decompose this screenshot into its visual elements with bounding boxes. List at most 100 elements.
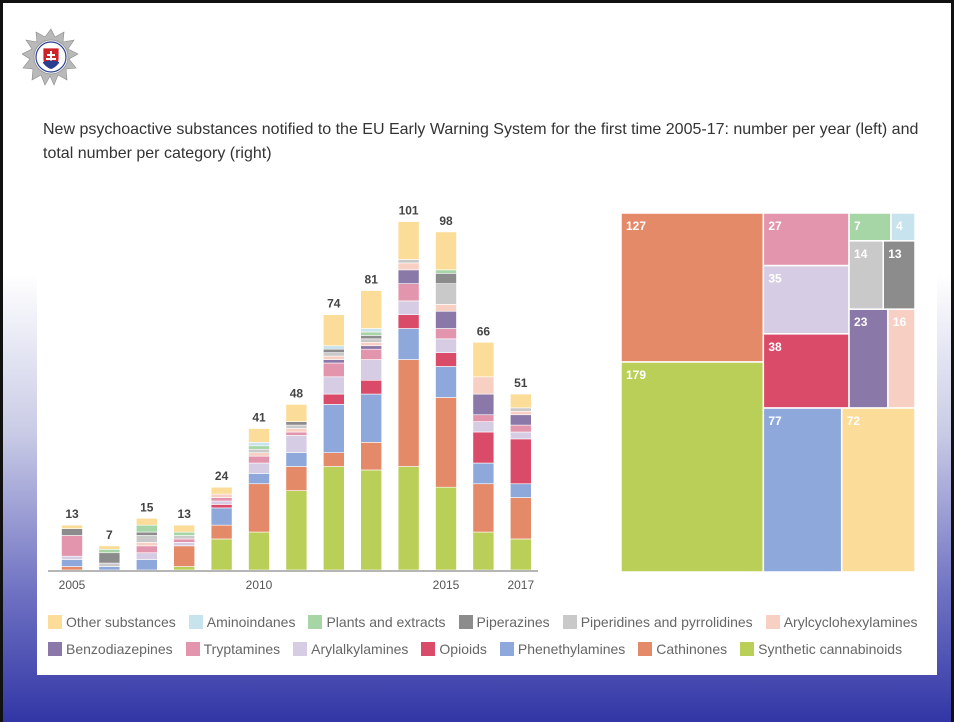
bar-segment-opioids-2009 — [210, 504, 233, 509]
bar-segment-benzodiazepines-2017 — [509, 414, 532, 426]
legend-label-tryptamines: Tryptamines — [203, 640, 281, 657]
bar-segment-other-substances-2009 — [210, 486, 233, 495]
bar-segment-phenethylamines-2011 — [285, 452, 308, 467]
bar-segment-cathinones-2011 — [285, 466, 308, 491]
bar-segment-plants-and-extracts-2015 — [435, 269, 457, 274]
bar-segment-other-substances-2008 — [173, 524, 195, 533]
bar-segment-other-substances-2012 — [322, 314, 345, 347]
bar-segment-other-substances-2016 — [472, 341, 495, 378]
x-tick-label-2010: 2010 — [246, 578, 273, 592]
treemap-cell-phenethylamines — [762, 407, 843, 573]
bar-total-label-2013: 81 — [365, 273, 379, 287]
treemap-value-benzodiazepines: 23 — [854, 315, 868, 329]
bar-segment-phenethylamines-2016 — [472, 462, 495, 485]
bar-segment-arylalkylamines-2017 — [509, 431, 532, 440]
bar-total-label-2014: 101 — [399, 204, 419, 218]
legend-label-cathinones: Cathinones — [656, 640, 728, 657]
treemap-value-phenethylamines: 77 — [768, 414, 782, 428]
bar-segment-arylalkylamines-2008 — [173, 542, 195, 547]
bar-segment-arylalkylamines-2014 — [397, 300, 420, 315]
legend-item-arylcyclohexylamines: Arylcyclohexylamines — [765, 614, 918, 630]
bar-segment-arylalkylamines-2007 — [136, 552, 158, 560]
bar-segment-arylcyclohexylamines-2010 — [248, 452, 270, 457]
bar-segment-synthetic-cannabinoids-2008 — [173, 566, 195, 571]
bar-segment-arylalkylamines-2015 — [435, 338, 457, 353]
legend-swatch-synthetic-cannabinoids — [740, 641, 755, 656]
bar-segment-synthetic-cannabinoids-2016 — [472, 531, 495, 571]
bar-segment-tryptamines-2008 — [173, 538, 195, 543]
legend-item-piperidines-and-pyrrolidines: Piperidines and pyrrolidines — [562, 614, 753, 630]
bar-segment-cathinones-2017 — [509, 497, 532, 540]
legend-label-synthetic-cannabinoids: Synthetic cannabinoids — [758, 640, 903, 657]
bar-segment-plants-and-extracts-2008 — [173, 531, 195, 536]
bar-segment-tryptamines-2012 — [322, 362, 345, 378]
bar-segment-synthetic-cannabinoids-2013 — [360, 469, 383, 571]
bar-segment-plants-and-extracts-2013 — [360, 331, 383, 336]
legend-item-cathinones: Cathinones — [638, 641, 727, 657]
bar-segment-tryptamines-2010 — [248, 455, 270, 464]
bar-segment-phenethylamines-2017 — [509, 483, 532, 498]
bar-segment-arylcyclohexylamines-2007 — [136, 542, 158, 547]
bar-segment-benzodiazepines-2014 — [397, 269, 420, 284]
bar-segment-phenethylamines-2013 — [360, 393, 383, 443]
bar-segment-benzodiazepines-2013 — [360, 345, 383, 350]
treemap-cell-synthetic-cannabinoids — [620, 361, 765, 573]
bar-segment-other-substances-2014 — [397, 221, 420, 260]
legend-label-piperazines: Piperazines — [476, 613, 550, 630]
bar-segment-arylalkylamines-2016 — [472, 421, 495, 433]
bar-segment-phenethylamines-2005 — [61, 559, 83, 567]
bar-segment-cathinones-2010 — [248, 483, 270, 533]
bar-segment-other-substances-2011 — [285, 404, 308, 422]
bar-total-label-2010: 41 — [252, 411, 266, 425]
bar-segment-cathinones-2016 — [472, 483, 495, 533]
legend-item-plants-and-extracts: Plants and extracts — [308, 613, 446, 630]
legend-item-phenethylamines: Phenethylamines — [499, 641, 625, 657]
treemap-value-piperazines: 13 — [888, 247, 902, 261]
bar-segment-arylalkylamines-2012 — [322, 376, 345, 395]
bar-segment-piperidines-and-pyrrolidines-2014 — [397, 259, 420, 264]
bar-segment-piperidines-and-pyrrolidines-2015 — [435, 283, 457, 305]
bar-segment-cathinones-2009 — [210, 524, 233, 540]
legend-swatch-tryptamines — [185, 641, 200, 656]
legend-item-aminoindanes: Aminoindanes — [188, 614, 295, 630]
legend-swatch-cathinones — [638, 641, 653, 656]
bar-total-label-2006: 7 — [106, 528, 113, 542]
bar-segment-piperidines-and-pyrrolidines-2017 — [509, 407, 532, 412]
bar-segment-piperidines-and-pyrrolidines-2008 — [173, 535, 195, 540]
bar-segment-cathinones-2014 — [397, 359, 420, 467]
bar-segment-tryptamines-2009 — [210, 497, 233, 502]
treemap-cell-piperazines — [882, 240, 916, 310]
stacked-bar-chart: 13 7 15 13 24 41 48 74 81 101 98 66 51 — [61, 204, 532, 571]
legend-label-plants-and-extracts: Plants and extracts — [326, 613, 446, 630]
bar-segment-arylcyclohexylamines-2009 — [210, 493, 233, 498]
bar-segment-opioids-2016 — [472, 431, 495, 464]
legend-swatch-piperazines — [458, 614, 473, 629]
legend-item-piperazines: Piperazines — [458, 613, 550, 630]
legend-item-arylalkylamines: Arylalkylamines — [293, 641, 408, 657]
bar-segment-piperazines-2006 — [98, 552, 121, 564]
treemap-value-arylcyclohexylamines: 16 — [893, 315, 907, 329]
bar-segment-cathinones-2012 — [322, 452, 345, 467]
x-tick-label-2005: 2005 — [59, 578, 86, 592]
legend-swatch-aminoindanes — [188, 614, 203, 629]
treemap-value-tryptamines: 27 — [768, 219, 782, 233]
bar-segment-cathinones-2015 — [435, 397, 457, 488]
bar-segment-plants-and-extracts-2010 — [248, 445, 270, 450]
bar-segment-cathinones-2008 — [173, 545, 195, 567]
bar-segment-tryptamines-2017 — [509, 424, 532, 433]
bar-segment-benzodiazepines-2015 — [435, 310, 457, 329]
bar-segment-arylcyclohexylamines-2011 — [285, 428, 308, 433]
legend-label-opioids: Opioids — [439, 640, 487, 657]
bar-segment-other-substances-2013 — [360, 290, 383, 329]
bar-segment-arylcyclohexylamines-2017 — [509, 410, 532, 416]
bar-segment-piperazines-2005 — [61, 528, 83, 536]
slide-frame-right — [951, 0, 954, 722]
bar-segment-piperidines-and-pyrrolidines-2010 — [248, 448, 270, 454]
bar-segment-phenethylamines-2007 — [136, 559, 158, 571]
bar-segment-phenethylamines-2010 — [248, 473, 270, 485]
bar-total-label-2009: 24 — [215, 469, 229, 483]
treemap-value-plants-and-extracts: 7 — [854, 219, 861, 233]
bar-segment-piperazines-2007 — [136, 531, 158, 536]
bar-segment-arylalkylamines-2013 — [360, 359, 383, 381]
bar-segment-benzodiazepines-2012 — [322, 359, 345, 364]
